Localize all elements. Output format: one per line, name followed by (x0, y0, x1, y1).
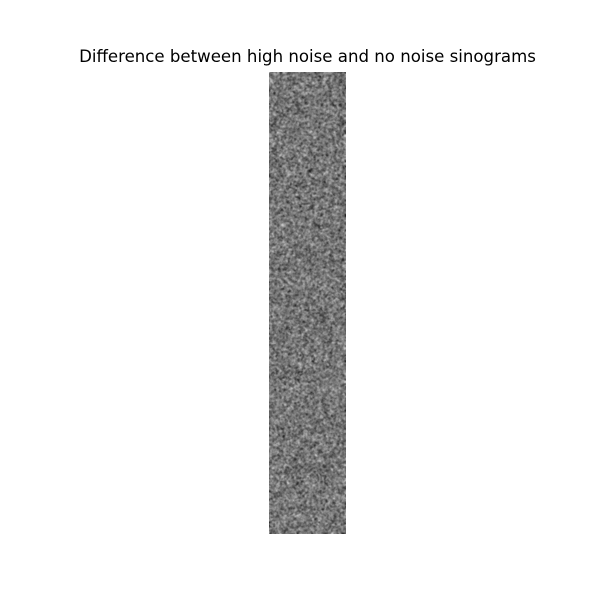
chart-title: Difference between high noise and no noi… (79, 47, 536, 66)
sinogram-difference-image (269, 72, 346, 534)
